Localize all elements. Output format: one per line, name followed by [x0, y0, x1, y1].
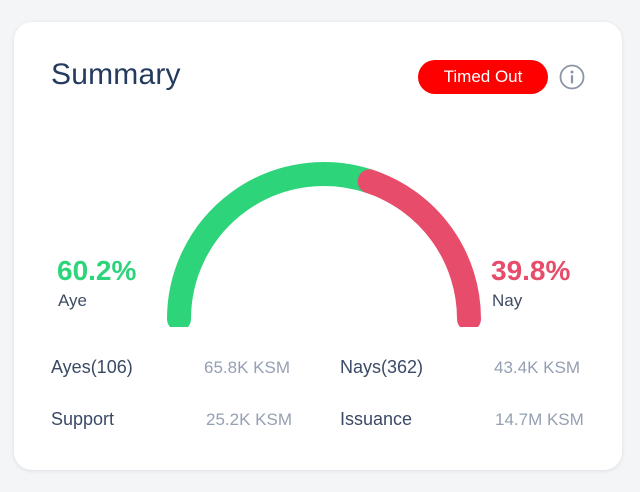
nay-label: Nay [492, 291, 523, 310]
ayes-count-label: Ayes(106) [51, 357, 133, 377]
summary-card: Summary Timed Out 60.2% Aye 39.8% Nay Ay… [14, 22, 622, 470]
summary-title: Summary [51, 58, 181, 91]
support-label: Support [51, 409, 115, 429]
vote-gauge [167, 162, 481, 327]
gauge-aye-arc [167, 162, 382, 327]
support-value: 25.2K KSM [206, 410, 292, 429]
info-icon[interactable] [559, 64, 585, 90]
nay-percentage: 39.8% [491, 255, 571, 286]
issuance-value: 14.7M KSM [495, 410, 584, 429]
nays-count-label: Nays(362) [340, 357, 424, 377]
aye-percentage: 60.2% [57, 255, 137, 286]
ayes-value: 65.8K KSM [204, 358, 290, 377]
issuance-label: Issuance [340, 409, 413, 429]
nays-value: 43.4K KSM [494, 358, 580, 377]
aye-label: Aye [58, 291, 87, 310]
status-badge: Timed Out [418, 60, 548, 94]
gauge-nay-arc [357, 169, 481, 327]
